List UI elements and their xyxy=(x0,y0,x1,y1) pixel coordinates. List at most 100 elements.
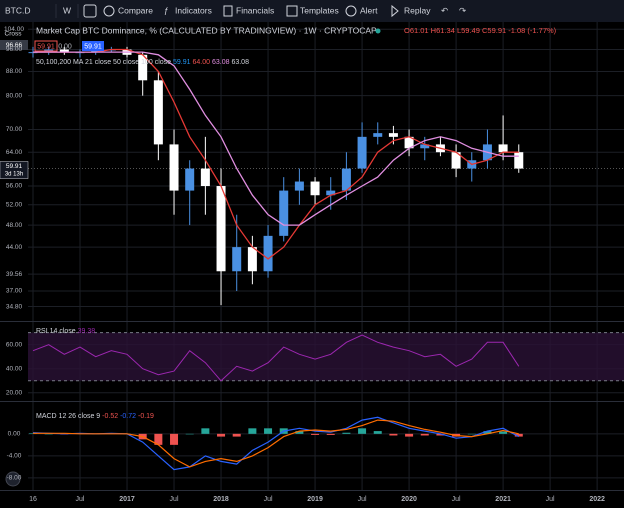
macd-histogram-bar xyxy=(389,433,398,436)
alert-button[interactable]: Alert xyxy=(360,5,378,15)
macd-histogram-bar xyxy=(248,428,257,434)
x-tick-label: 2022 xyxy=(589,496,605,503)
y-tick-label: 44.00 xyxy=(6,244,23,251)
status-dot xyxy=(375,28,381,34)
signal-line xyxy=(33,419,519,468)
ask-box xyxy=(82,41,104,51)
last-price-box: 59.91 3d 13h xyxy=(0,161,29,179)
compare-button[interactable]: Compare xyxy=(118,5,153,15)
candle-body xyxy=(279,190,289,236)
macd-histogram-bar xyxy=(342,432,351,434)
y-tick-label: 37.00 xyxy=(6,288,23,295)
macd-legend-label: MACD 12 26 close 9 xyxy=(36,413,100,420)
y-tick-label: 56.00 xyxy=(6,183,23,190)
undo-icon[interactable]: ↶ xyxy=(441,5,449,15)
ma-legend-label: 50,100,200 MA 21 close 50 close 100 clos… xyxy=(36,59,171,66)
macd-histogram-bar xyxy=(217,433,226,437)
spread: 0.00 xyxy=(58,43,72,50)
ma-value: 64.00 xyxy=(192,59,210,66)
y-tick-label: 70.00 xyxy=(6,126,23,133)
last-price: 59.91 xyxy=(6,163,23,170)
symbol[interactable]: BTC.D xyxy=(5,5,31,15)
x-tick-label: Jul xyxy=(170,496,179,503)
x-tick-label: 2020 xyxy=(401,496,417,503)
rsi-band xyxy=(28,332,624,381)
macd-value: -0.19 xyxy=(138,413,154,420)
x-tick-label: 2021 xyxy=(495,496,511,503)
y-tick-label: 52.00 xyxy=(6,202,23,209)
ma-legend: 50,100,200 MA 21 close 50 close 100 clos… xyxy=(36,59,249,66)
macd-histogram-bar xyxy=(154,433,163,445)
y-tick-label: 0.00 xyxy=(8,431,21,438)
x-tick-label: 16 xyxy=(29,496,37,503)
macd-histogram-bar xyxy=(326,433,335,435)
y-tick-label: 96.00 xyxy=(6,46,23,53)
macd-histogram-bar xyxy=(170,433,179,445)
y-tick-label: -8.00 xyxy=(7,475,22,482)
macd-value: -0.72 xyxy=(120,413,136,420)
candle-body xyxy=(216,186,226,272)
bid-price: 59.91 xyxy=(37,43,55,50)
x-tick-label: 2018 xyxy=(213,496,229,503)
bar-countdown: 3d 13h xyxy=(5,172,23,178)
bid-box xyxy=(34,40,58,52)
rsi-value: 39.38 xyxy=(78,328,96,335)
replay-button[interactable]: Replay xyxy=(404,5,431,15)
financials-icon xyxy=(223,5,233,17)
templates-button[interactable]: Templates xyxy=(300,5,339,15)
marks xyxy=(28,46,624,471)
chart-style-icon[interactable] xyxy=(83,4,97,18)
macd-histogram-bar xyxy=(185,433,194,435)
macd-histogram-bar xyxy=(311,433,320,435)
candle-body xyxy=(420,144,430,149)
candle-body xyxy=(59,49,69,53)
candle-body xyxy=(185,168,195,191)
macd-histogram-bar xyxy=(295,431,304,434)
moving-average-line xyxy=(33,51,519,226)
y-tick-label: 88.00 xyxy=(6,68,23,75)
macd-histogram-bar xyxy=(420,433,429,436)
macd-histogram-bar xyxy=(373,431,382,434)
y-tick-label: 20.00 xyxy=(6,390,23,397)
candle-body xyxy=(388,133,398,137)
candle-body xyxy=(357,136,367,169)
x-tick-label: Jul xyxy=(546,496,555,503)
ma-value: 63.08 xyxy=(212,59,230,66)
candle-body xyxy=(294,181,304,191)
y-tick-label: -4.00 xyxy=(7,453,22,460)
candle-body xyxy=(263,235,273,272)
replay-icon xyxy=(391,4,399,18)
rsi-line xyxy=(32,334,520,382)
redo-icon[interactable]: ↷ xyxy=(459,5,467,15)
macd-value: -0.52 xyxy=(102,413,118,420)
interval[interactable]: W xyxy=(63,5,71,15)
macd-histogram-bar xyxy=(499,431,508,434)
candle-body xyxy=(169,144,179,191)
templates-icon xyxy=(286,5,298,17)
candle-body xyxy=(153,80,163,145)
candle-body xyxy=(498,144,508,153)
x-tick-label: 2017 xyxy=(119,496,135,503)
indicators-button[interactable]: Indicators xyxy=(175,5,212,15)
candle-body xyxy=(310,181,320,196)
candle-body xyxy=(373,133,383,137)
x-tick-label: Jul xyxy=(358,496,367,503)
logo-button[interactable] xyxy=(5,471,21,487)
y-tick-label: 48.00 xyxy=(6,222,23,229)
candle-body xyxy=(404,136,414,149)
candle-body xyxy=(247,247,257,272)
ask-price: 59.91 xyxy=(84,43,102,50)
macd-histogram-bar xyxy=(201,428,210,434)
financials-button[interactable]: Financials xyxy=(236,5,274,15)
candle-body xyxy=(138,54,148,81)
y-tick-label: 34.80 xyxy=(6,303,23,310)
y-tick-label: 39.56 xyxy=(6,271,23,278)
moving-average-line xyxy=(33,48,519,260)
candle-body xyxy=(341,168,351,191)
x-tick-label: Jul xyxy=(452,496,461,503)
macd-histogram-bar xyxy=(483,431,492,434)
crosshair-label: Cross xyxy=(5,31,23,38)
chart-legend-title: Market Cap BTC Dominance, % (CALCULATED … xyxy=(36,25,377,35)
